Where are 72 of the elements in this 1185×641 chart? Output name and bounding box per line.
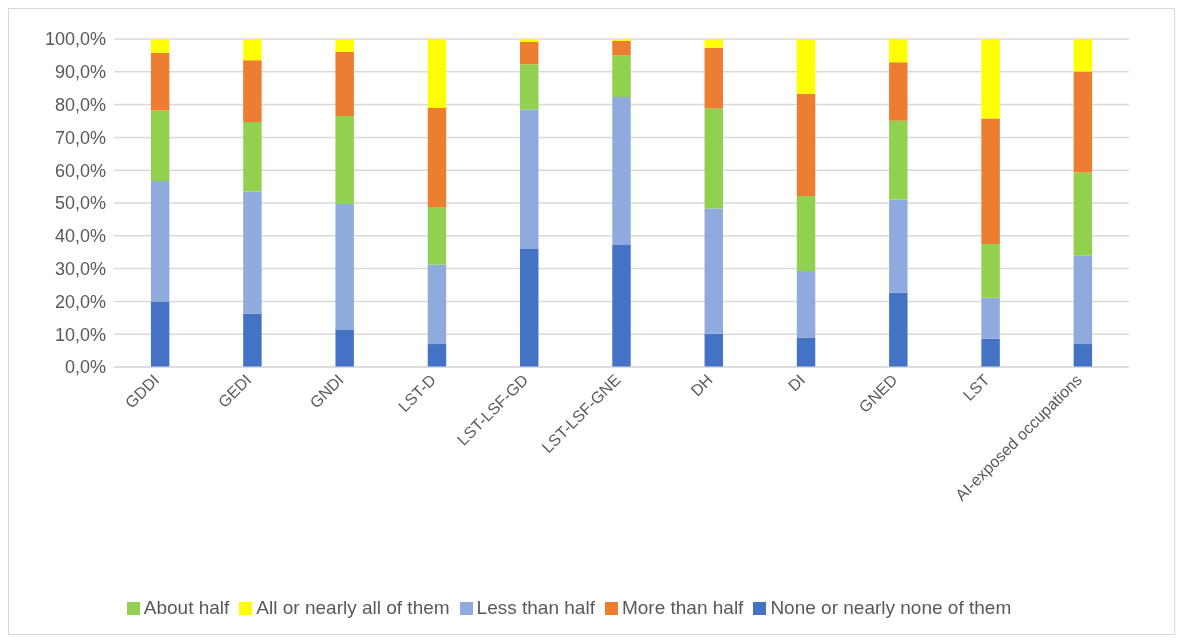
bar <box>335 203 354 330</box>
bar <box>1073 255 1093 345</box>
x-tick-label: DI <box>784 371 809 395</box>
bar <box>704 39 723 48</box>
bar <box>796 93 816 197</box>
bar <box>243 121 262 192</box>
bar <box>520 64 539 110</box>
bar <box>243 313 262 367</box>
y-tick-label: 50,0% <box>54 193 106 214</box>
bar <box>704 108 723 209</box>
bar <box>796 39 816 94</box>
bar <box>889 39 908 63</box>
bar <box>150 301 170 367</box>
x-tick-label: DH <box>687 371 716 400</box>
legend-label: About half <box>143 597 230 618</box>
bar <box>520 248 539 367</box>
bar <box>704 47 723 109</box>
bar <box>704 208 723 334</box>
bar <box>520 39 539 42</box>
y-tick-label: 40,0% <box>54 226 106 247</box>
y-tick-label: 70,0% <box>54 127 106 148</box>
bar <box>520 41 539 65</box>
bar <box>796 337 816 367</box>
bar <box>1073 172 1093 256</box>
bar <box>981 39 1000 119</box>
y-tick-label: 10,0% <box>54 324 106 345</box>
bar <box>981 244 1000 298</box>
bar <box>981 297 1000 339</box>
bar <box>796 270 816 338</box>
bar <box>335 39 354 52</box>
bar <box>243 39 262 61</box>
bar <box>427 264 447 345</box>
bar <box>981 338 1000 367</box>
y-tick-label: 90,0% <box>54 62 106 83</box>
bar <box>150 39 170 53</box>
bar <box>427 107 447 207</box>
bar <box>889 199 908 293</box>
bar <box>889 292 908 367</box>
bar <box>612 244 631 367</box>
legend-label: None or nearly none of them <box>770 597 1012 618</box>
bar <box>704 333 723 367</box>
bar <box>427 206 447 265</box>
legend-label: More than half <box>621 597 744 618</box>
bar <box>1073 71 1093 173</box>
y-tick-label: 20,0% <box>54 291 106 312</box>
bar <box>150 52 170 111</box>
bar <box>427 39 447 108</box>
bar <box>612 55 631 98</box>
y-tick-label: 60,0% <box>54 160 106 181</box>
bar <box>796 196 816 271</box>
bar <box>520 109 539 249</box>
bar <box>889 62 908 121</box>
bar <box>981 118 1000 244</box>
bar <box>335 116 354 204</box>
bar <box>427 344 447 367</box>
y-tick-label: 0,0% <box>64 357 106 378</box>
y-tick-label: 100,0% <box>44 29 106 50</box>
bar <box>612 97 631 245</box>
bar <box>243 191 262 314</box>
bar <box>1073 344 1093 367</box>
bar <box>150 110 170 182</box>
bar <box>243 60 262 122</box>
bar <box>889 120 908 200</box>
bar <box>612 40 631 56</box>
bar <box>1073 39 1093 72</box>
legend-label: All or nearly all of them <box>256 597 450 618</box>
legend-label: Less than half <box>476 597 595 618</box>
bar <box>335 329 354 367</box>
y-tick-label: 30,0% <box>54 258 106 279</box>
y-tick-label: 80,0% <box>54 94 106 115</box>
bar <box>150 181 170 302</box>
bar <box>335 51 354 117</box>
